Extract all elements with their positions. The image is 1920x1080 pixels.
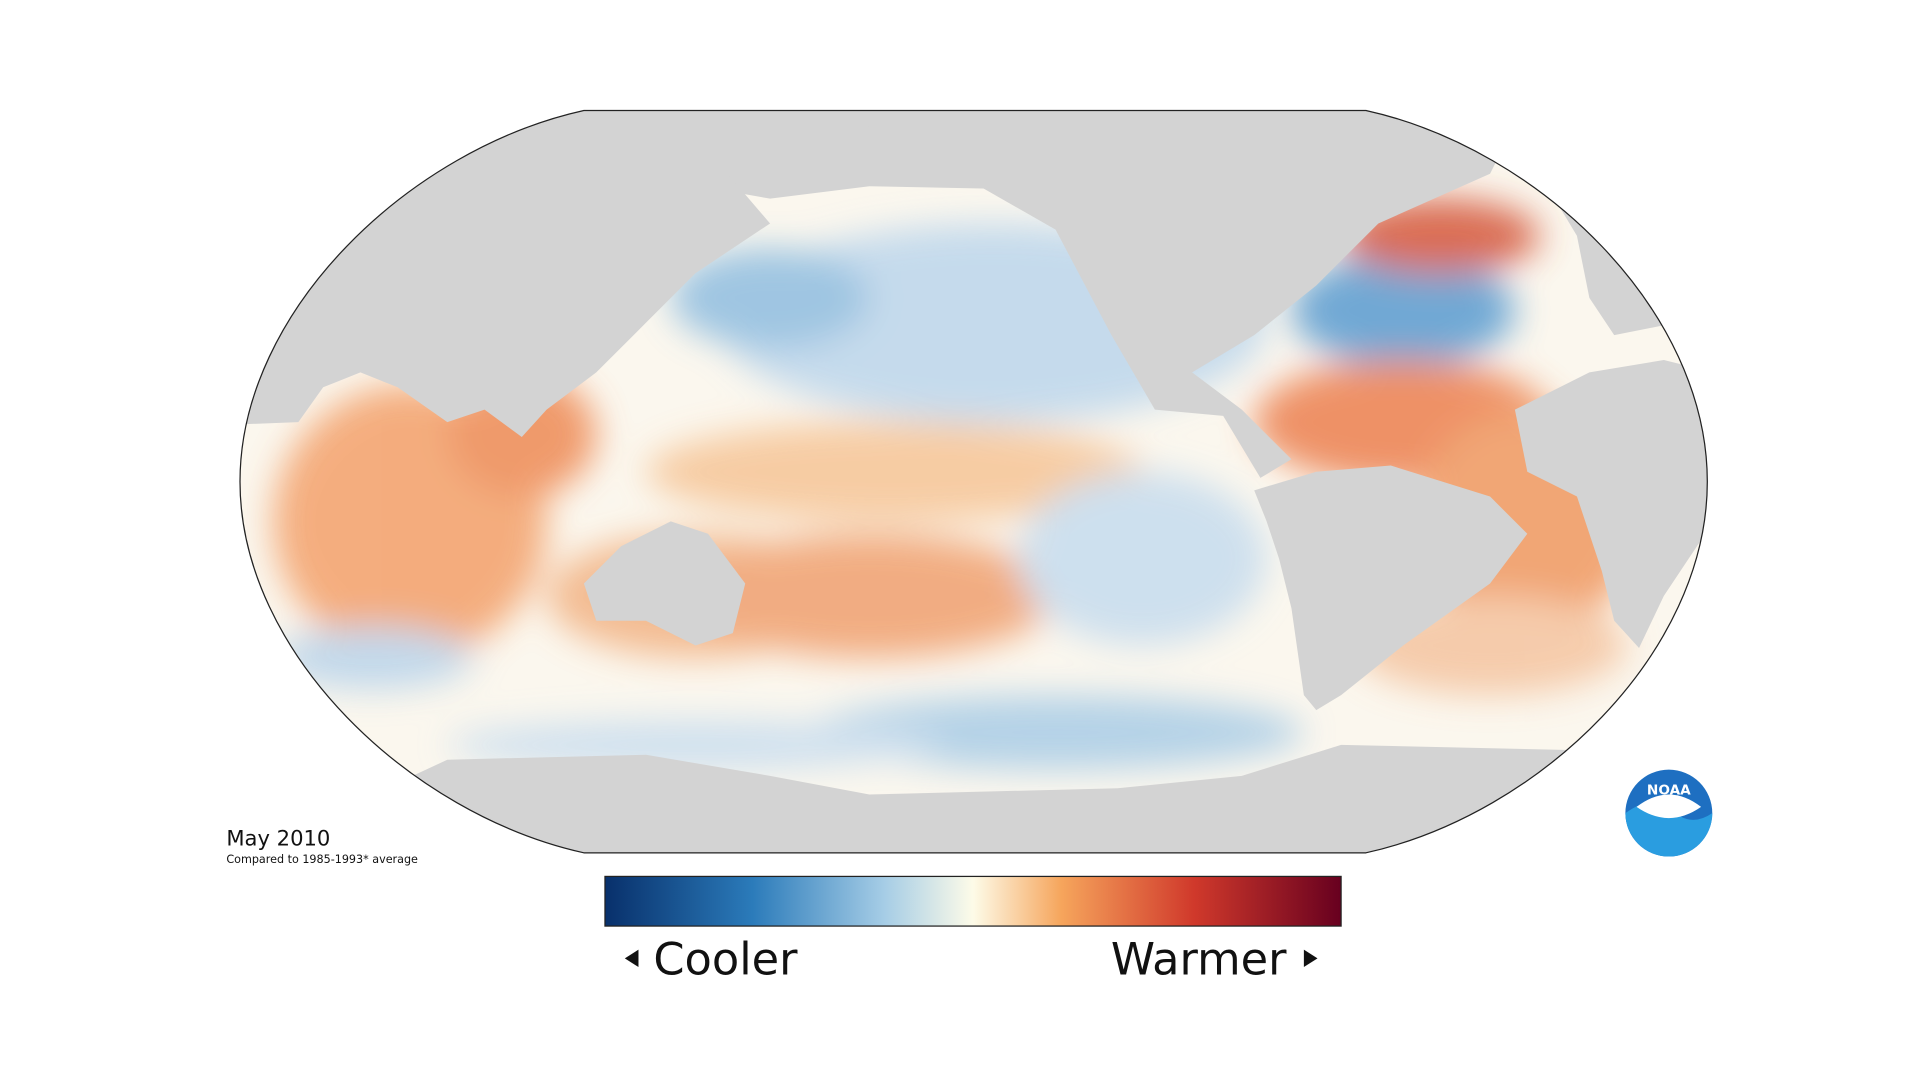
map-outline [239, 109, 1708, 854]
logo-lower [1625, 801, 1713, 857]
color-bar [604, 875, 1342, 927]
warmer-label: Warmer [1111, 933, 1287, 985]
land [240, 110, 1708, 853]
cooler-arrow [624, 949, 639, 968]
map-subtitle: Compared to 1985-1993* average [226, 853, 418, 866]
warmer-arrow [1303, 949, 1318, 968]
noaa-logo: NOAA [1625, 769, 1713, 857]
logo-text: NOAA [1647, 782, 1691, 798]
map-title: May 2010 [226, 825, 330, 850]
map [240, 110, 1708, 853]
logo-bird [1636, 794, 1702, 819]
cooler-label: Cooler [653, 933, 798, 985]
